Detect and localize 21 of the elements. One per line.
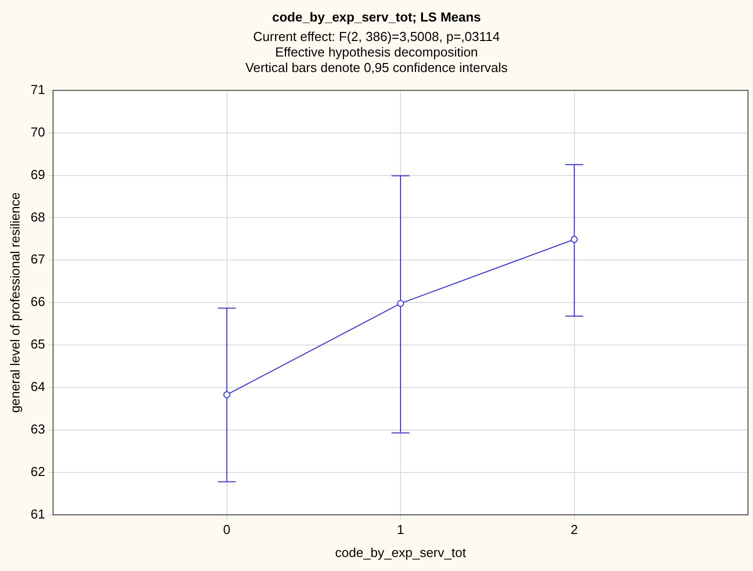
y-axis-title: general level of professional resilience: [7, 192, 22, 413]
y-tick-label: 61: [30, 506, 46, 522]
x-tick-label: 1: [396, 522, 404, 538]
y-tick-label: 70: [30, 124, 46, 140]
x-tick-label: 0: [223, 522, 230, 538]
y-tick-label: 68: [30, 209, 46, 224]
chart-subtitle: Current effect: F(2, 386)=3,5008, p=,03114 Effective hypothesis decomposition Vertical bars denote 0,95 confidence intervals: [245, 28, 508, 76]
chart-title: code_by_exp_serv_tot; LS Means: [272, 9, 481, 24]
y-tick-label: 62: [30, 464, 46, 479]
point: [223, 391, 230, 398]
point: [397, 300, 404, 307]
y-tick-label: 66: [30, 294, 46, 310]
point: [570, 236, 578, 243]
x-tick-label: 2: [570, 522, 578, 538]
y-tick-label: 64: [30, 379, 46, 394]
y-tick-label: 65: [30, 336, 46, 352]
y-tick-label: 71: [30, 82, 46, 97]
y-tick-label: 67: [30, 252, 46, 267]
y-tick-label: 69: [30, 166, 46, 182]
y-tick-label: 63: [30, 422, 46, 436]
x-axis-title: code_by_exp_serv_tot: [335, 544, 466, 560]
